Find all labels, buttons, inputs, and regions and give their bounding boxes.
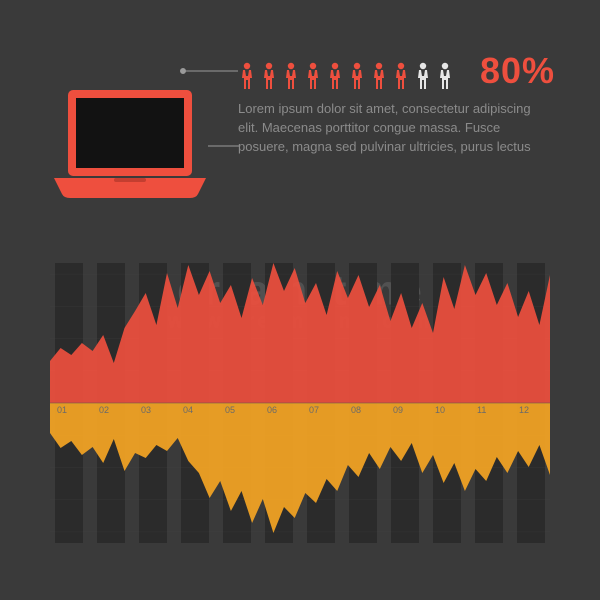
x-axis-label: 09: [393, 405, 403, 415]
person-icon: [238, 62, 256, 90]
x-axis-label: 06: [267, 405, 277, 415]
leader-line-desc: [208, 143, 240, 149]
leader-line-people: [180, 68, 240, 80]
person-icon: [414, 62, 432, 90]
x-axis-label: 03: [141, 405, 151, 415]
x-axis-label: 11: [477, 405, 486, 415]
person-icon: [282, 62, 300, 90]
x-axis-label: 01: [57, 405, 67, 415]
x-axis-label: 12: [519, 405, 529, 415]
x-axis-label: 04: [183, 405, 193, 415]
x-axis-label: 05: [225, 405, 235, 415]
description-text: Lorem ipsum dolor sit amet, consectetur …: [238, 100, 548, 157]
mirror-area-chart: 01 02 03 04 05 06 07 08 09 10 11 12: [50, 258, 550, 548]
person-icon: [260, 62, 278, 90]
person-icon: [326, 62, 344, 90]
laptop-icon: [50, 90, 210, 210]
person-icon: [436, 62, 454, 90]
person-icon: [370, 62, 388, 90]
x-axis-label: 10: [435, 405, 445, 415]
person-icon: [348, 62, 366, 90]
percentage-value: 80%: [480, 50, 555, 92]
person-icon: [392, 62, 410, 90]
header-block: 80% Lorem ipsum dolor sit amet, consecte…: [50, 50, 550, 230]
x-axis-label: 02: [99, 405, 109, 415]
people-pictogram-row: [238, 60, 454, 90]
person-icon: [304, 62, 322, 90]
x-axis-label: 07: [309, 405, 319, 415]
x-axis-label: 08: [351, 405, 361, 415]
